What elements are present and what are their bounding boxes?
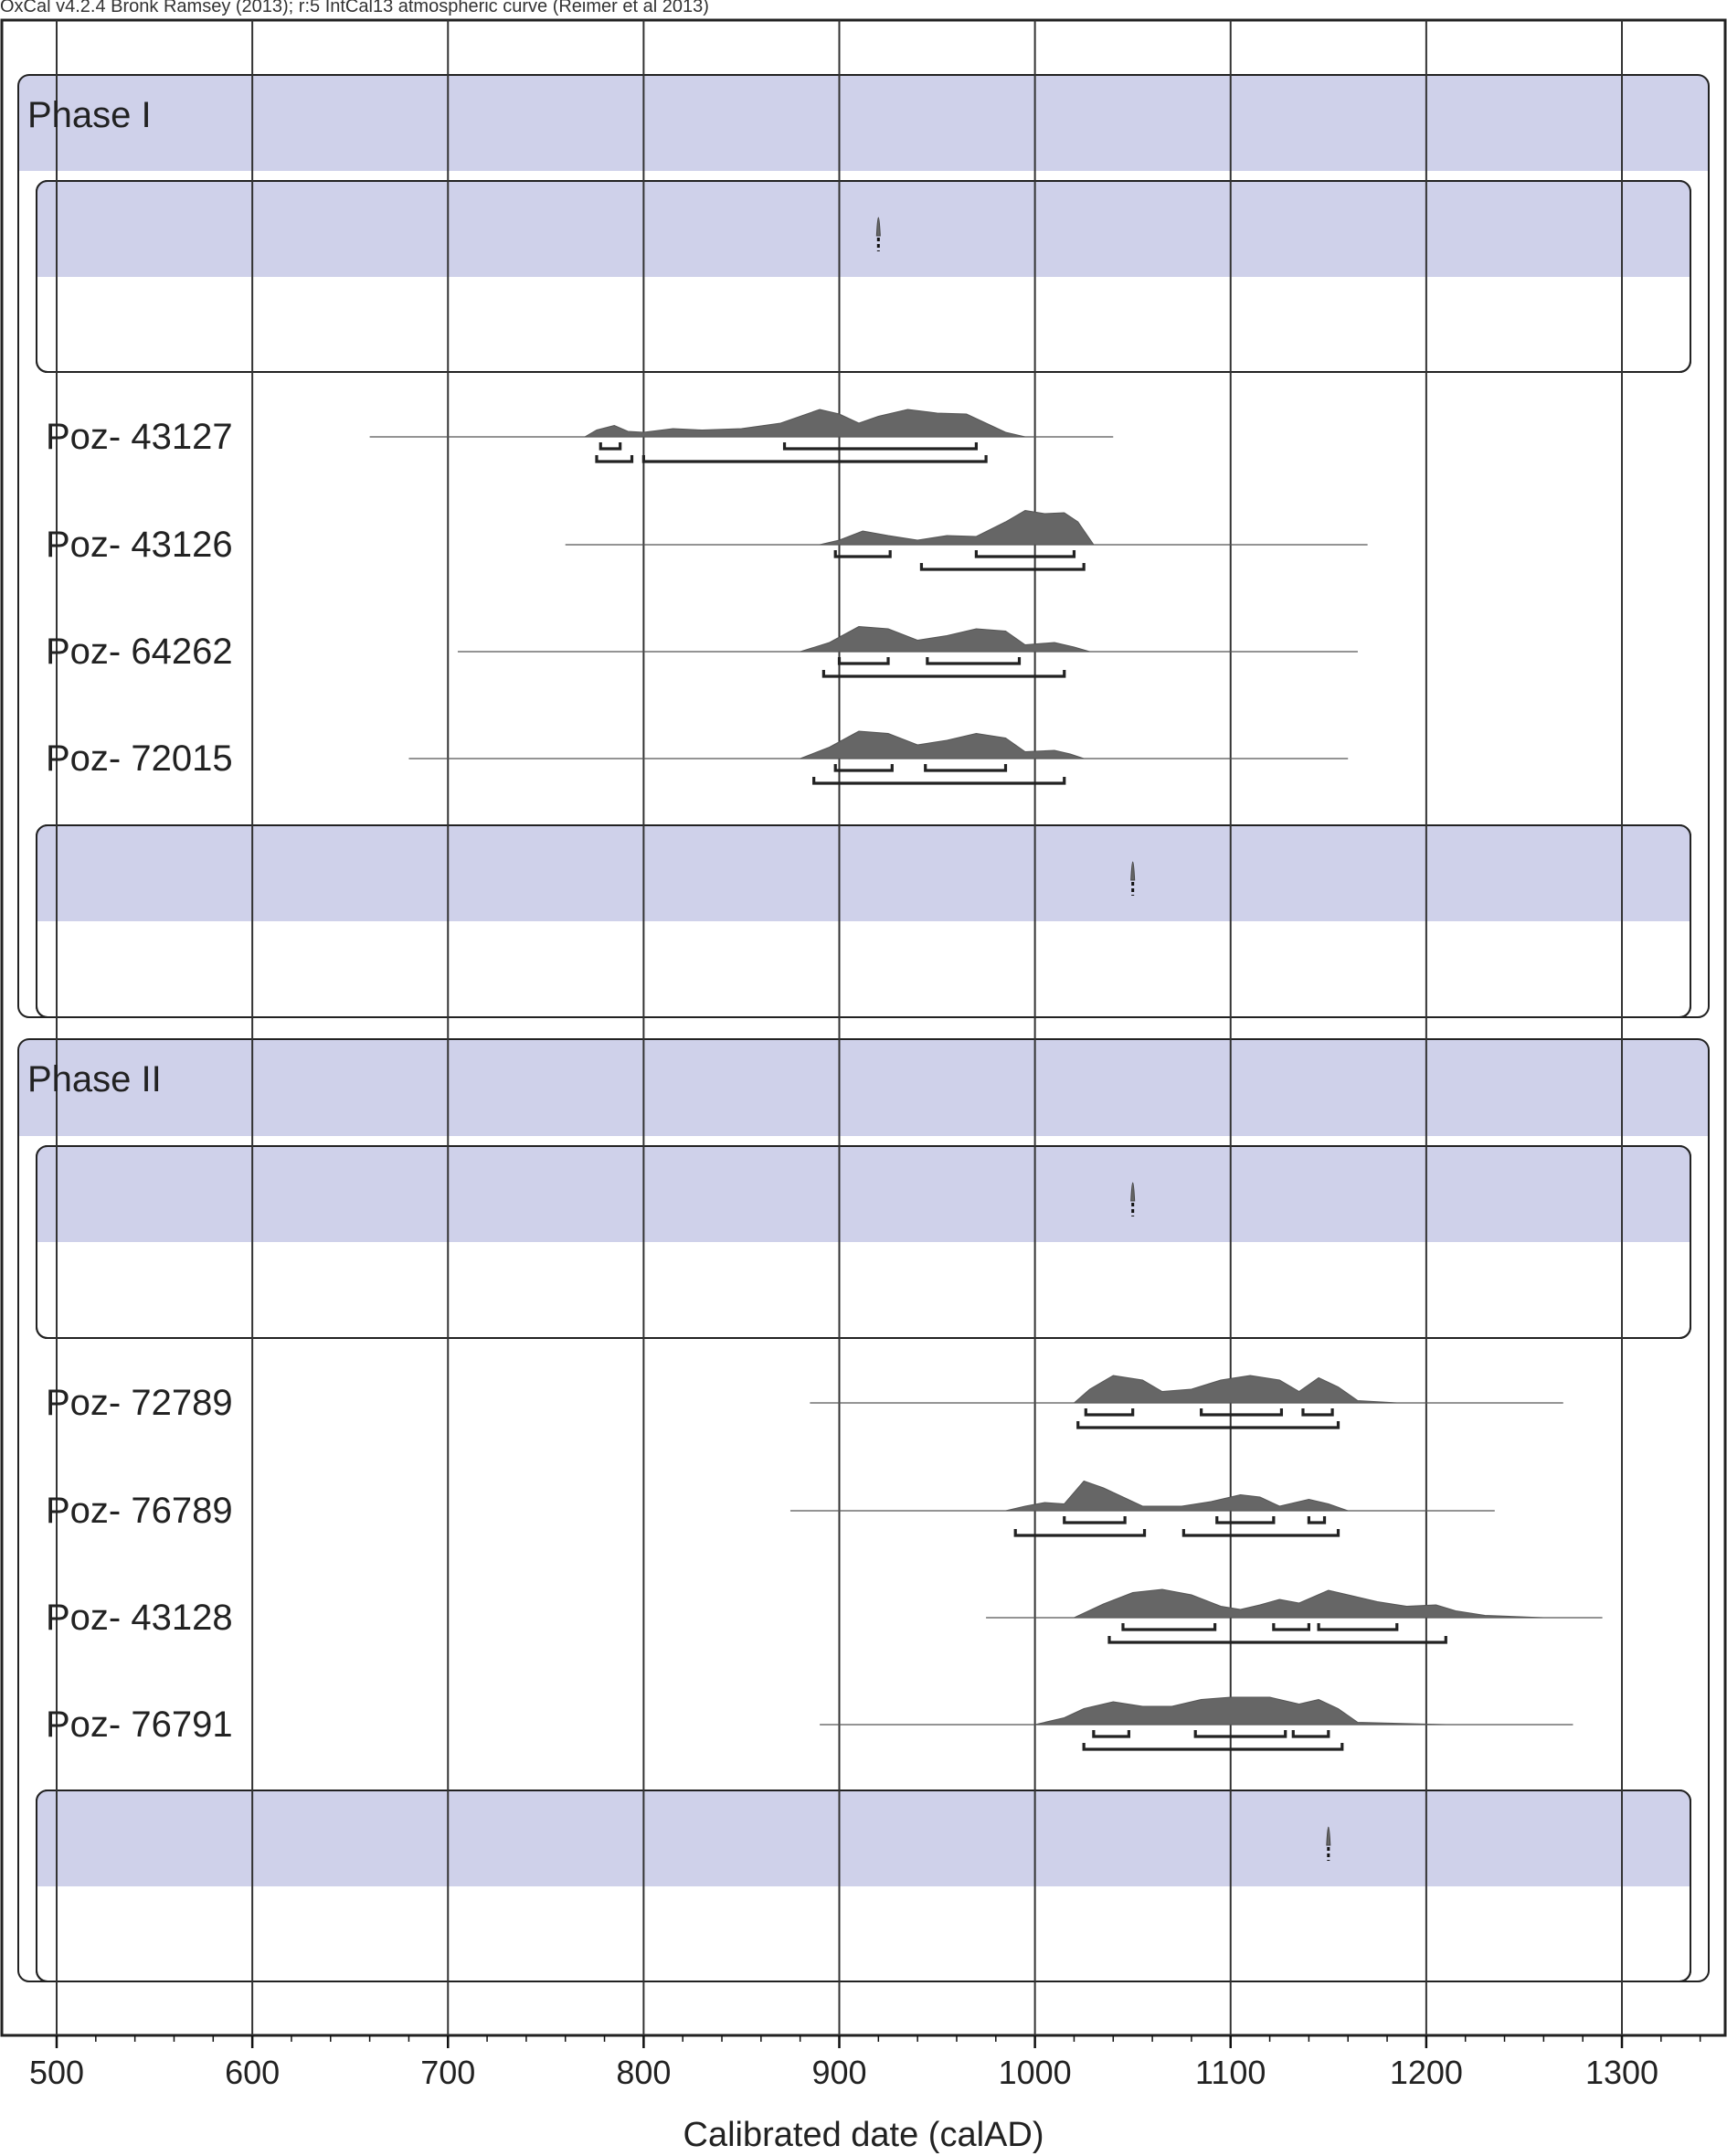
phase-2-sample-2-sigma2-0 [1013, 1529, 1147, 1537]
phase-1-sample-1-sigma1-1 [782, 442, 978, 451]
phase-2-sample-1-sigma1-2 [1301, 1408, 1334, 1417]
phase-2-title: Phase II [27, 1059, 162, 1099]
phase-1-end-boundary-density [1130, 861, 1136, 881]
phase-2-start-boundary-outline [36, 1145, 1691, 1339]
x-tick-label-1000: 1000 [999, 2054, 1072, 2091]
phase-2-sample-1-sigma1-1 [1200, 1408, 1284, 1417]
phase-1-sample-3-sigma1-0 [837, 657, 890, 665]
phase-2-sample-4-density [1034, 1696, 1446, 1726]
x-tick-label-600: 600 [225, 2054, 280, 2091]
phase-1-sample-4-sigma1-0 [833, 764, 894, 772]
phase-2-sample-2-sigma1-0 [1063, 1516, 1127, 1524]
phase-1-sample-3-density [800, 625, 1090, 653]
phase-2-end-boundary-band [37, 1790, 1690, 1886]
phase-1-sample-1-label: Poz- 43127 [46, 417, 233, 457]
x-tick-label-1300: 1300 [1585, 2054, 1658, 2091]
phase-1-sample-1-sigma2-0 [595, 455, 634, 463]
phase-2-sample-3-sigma1-1 [1272, 1623, 1310, 1631]
phase-2-end-boundary-density [1326, 1826, 1331, 1846]
phase-1-sample-1-sigma1-0 [599, 442, 622, 451]
phase-1-sample-4-sigma2-0 [812, 777, 1066, 785]
phase-2-sample-3-sigma1-0 [1121, 1623, 1217, 1631]
phase-2-sample-2-sigma1-2 [1307, 1516, 1327, 1524]
phase-1-sample-2-sigma2-0 [919, 563, 1086, 571]
phase-1-sample-4-sigma1-1 [924, 764, 1008, 772]
phase-2-sample-1-sigma2-0 [1076, 1421, 1340, 1429]
phase-1-sample-4-label: Poz- 72015 [46, 738, 233, 779]
phase-1-sample-3-label: Poz- 64262 [46, 632, 233, 672]
phase-2-header-band [18, 1039, 1709, 1136]
phase-1-start-boundary-density [875, 217, 881, 237]
phase-2-start-boundary-density [1130, 1182, 1136, 1202]
phase-2-sample-1-density [1074, 1375, 1397, 1404]
chart-header: OxCal v4.2.4 Bronk Ramsey (2013); r:5 In… [0, 0, 709, 16]
x-tick-label-1200: 1200 [1390, 2054, 1463, 2091]
x-axis-label: Calibrated date (calAD) [683, 2116, 1044, 2154]
phase-1-end-boundary-outline [36, 824, 1691, 1018]
phase-2-sample-3-label: Poz- 43128 [46, 1598, 233, 1638]
phase-1-sample-3-sigma1-1 [926, 657, 1022, 665]
phase-2-sample-4-sigma2-0 [1082, 1743, 1344, 1751]
x-tick-label-700: 700 [420, 2054, 475, 2091]
phase-2-sample-2-density [1005, 1480, 1349, 1512]
phase-1-title: Phase I [27, 95, 152, 135]
phase-2-sample-2-sigma2-1 [1181, 1529, 1340, 1537]
phase-2-sample-1-label: Poz- 72789 [46, 1383, 233, 1423]
phase-1-sample-2-label: Poz- 43126 [46, 525, 233, 565]
phase-1-start-boundary-band [37, 181, 1690, 277]
phase-2-sample-3-sigma2-0 [1107, 1636, 1447, 1644]
phase-2-sample-4-sigma1-2 [1291, 1730, 1330, 1738]
phase-1-sample-2-density [819, 509, 1095, 546]
phase-1-end-boundary-band [37, 825, 1690, 921]
phase-2-sample-4-sigma1-0 [1092, 1730, 1131, 1738]
phase-2-sample-2-sigma1-1 [1215, 1516, 1276, 1524]
phase-1-sample-4-density [800, 730, 1085, 759]
x-tick-label-800: 800 [616, 2054, 671, 2091]
x-tick-label-1100: 1100 [1195, 2054, 1266, 2091]
phase-2-sample-3-sigma1-2 [1317, 1623, 1399, 1631]
phase-2-sample-1-sigma1-0 [1084, 1408, 1135, 1417]
x-tick-label-500: 500 [29, 2054, 84, 2091]
phase-2-end-boundary-outline [36, 1790, 1691, 1982]
phase-1-sample-2-sigma1-0 [833, 550, 892, 558]
plot-frame [0, 18, 1727, 2037]
phase-2-sample-4-label: Poz- 76791 [46, 1705, 233, 1745]
x-tick-label-900: 900 [811, 2054, 866, 2091]
phase-1-sample-1-density [583, 409, 1026, 438]
phase-1-header-band [18, 75, 1709, 171]
phase-1-start-boundary-outline [36, 180, 1691, 373]
phase-2-sample-3-density [1074, 1588, 1544, 1619]
phase-1-sample-3-sigma2-0 [821, 670, 1066, 678]
phase-1-sample-1-sigma2-1 [641, 455, 988, 463]
phase-2-start-boundary-band [37, 1146, 1690, 1242]
phase-2-sample-4-sigma1-1 [1193, 1730, 1287, 1738]
phase-1-sample-2-sigma1-1 [974, 550, 1076, 558]
phase-2-sample-2-label: Poz- 76789 [46, 1491, 233, 1531]
